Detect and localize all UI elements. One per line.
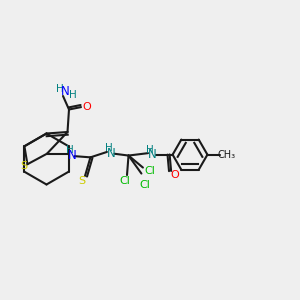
Text: H: H xyxy=(146,145,153,154)
Text: S: S xyxy=(20,161,27,171)
Text: O: O xyxy=(170,170,179,180)
Text: N: N xyxy=(61,85,70,98)
Text: Cl: Cl xyxy=(119,176,130,186)
Text: H: H xyxy=(65,145,73,155)
Text: N: N xyxy=(107,147,116,160)
Text: H: H xyxy=(104,143,112,153)
Text: N: N xyxy=(148,148,157,161)
Text: N: N xyxy=(68,149,76,162)
Text: H: H xyxy=(69,89,76,100)
Text: H: H xyxy=(56,83,64,94)
Text: S: S xyxy=(79,176,86,186)
Text: O: O xyxy=(82,101,91,112)
Text: Cl: Cl xyxy=(139,180,150,190)
Text: Cl: Cl xyxy=(144,166,155,176)
Text: CH₃: CH₃ xyxy=(218,150,236,160)
